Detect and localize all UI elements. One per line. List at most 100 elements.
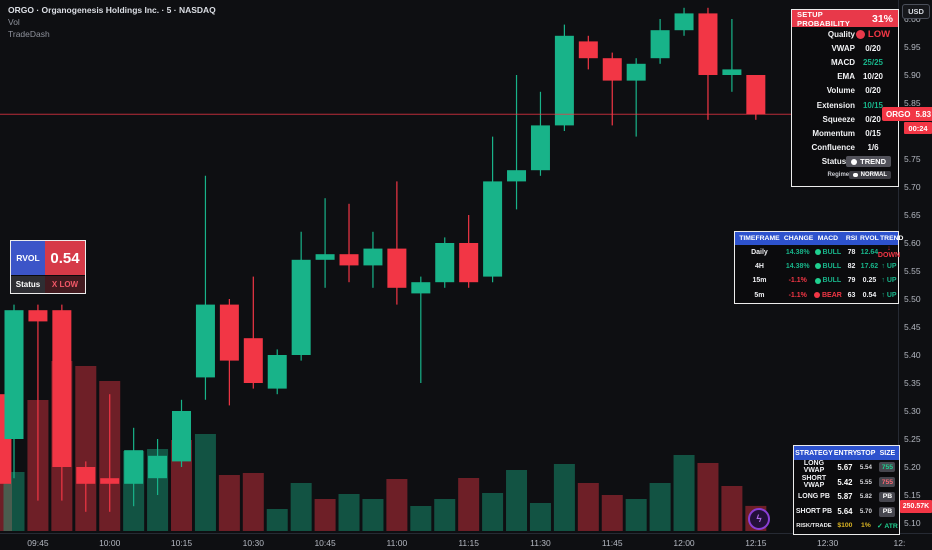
volume-bar [362,499,384,531]
candle-body [530,125,550,171]
price-axis[interactable]: 6.005.955.905.855.805.755.705.655.605.55… [899,0,932,533]
candle-body [626,63,646,81]
volume-bar [75,366,97,531]
candle-body [124,450,144,484]
price-tick-label: 5.40 [904,350,921,360]
time-axis[interactable]: 09:45 10:00 10:15 10:30 10:45 11:00 11:15 11:30… [0,534,932,550]
price-tick-label: 5.35 [904,378,921,388]
rvol-status-row: Status X LOW [11,275,85,293]
currency-toggle-button[interactable]: USD [902,4,930,19]
candle-body [387,248,407,288]
setup-row: Quality LOW [792,27,898,41]
entry-cell: 5.67 [837,462,853,472]
risk-atr: ✓ ATR [877,522,898,530]
candle-body [363,248,383,266]
setup-row-label: Momentum [812,128,855,138]
timeframe-header-cell: CHANGE [783,235,814,242]
trend-cell: ↑ UP [881,262,897,270]
volume-bar [625,499,647,531]
change-cell: -1.1% [788,291,807,299]
timeframe-header-cell: RVOL [860,235,879,242]
setup-rows: Quality LOW VWAP 0/20 MACD 25/25 EMA 10/20 Volum… [792,27,898,181]
setup-row: EMA 10/20 [792,70,898,84]
entry-cell: 5.87 [837,492,853,502]
timeframe-header-cell: MACD [817,235,839,242]
price-tick-label: 5.30 [904,406,921,416]
price-tick-label: 5.20 [904,462,921,472]
risk-percent: 1% [860,522,871,530]
rvol-value: 0.54 [45,241,85,275]
volume-bar [506,470,528,531]
legend-symbol-row[interactable]: ORGO · Organogenesis Holdings Inc. · 5 ·… [8,4,216,15]
macd-cell: BULL [812,249,845,256]
rvol-panel: RVOL 0.54 Status X LOW [10,240,86,294]
volume-bar [266,509,288,531]
setup-row-value: 25/25 [862,57,884,67]
setup-row-label: VWAP [831,43,855,53]
setup-row-value: LOW [855,29,891,40]
strategy-table-header: STRATEGY ENTRY STOP SIZE [794,446,899,460]
setup-probability-panel: SETUP PROBABILITY 31% Quality LOW VWAP 0/20… [791,9,899,187]
macd-cell: BULL [812,263,845,270]
price-tick-label: 5.90 [904,70,921,80]
trend-cell: ↑ UP [881,277,897,285]
strategy-name: LONG VWAP [803,460,825,475]
rsi-cell: 63 [847,291,856,299]
strategy-name: LONG PB [798,493,830,501]
setup-row-label: MACD [831,57,855,67]
candle-body [435,243,455,283]
strategy-table: STRATEGY ENTRY STOP SIZE LONG VWAP 5.67 5.54 7… [793,445,900,535]
setup-row: Momentum 0/15 [792,126,898,140]
time-tick-label: 12:30 [816,538,839,548]
timeframe-row: 4H 14.38% BULL 82 17.62 ↑ UP [735,259,898,273]
setup-row: Confluence 1/6 [792,141,898,155]
tradedash-logo-icon[interactable]: ϟ [748,508,770,530]
macd-dot-icon [814,277,821,284]
macd-dot-icon [814,263,821,270]
tradedash-indicator-label: TradeDash [8,28,50,39]
candle-body [4,310,24,439]
candle-body [578,41,598,59]
volume-bar [649,483,671,531]
volume-bar [338,494,360,531]
timeframe-header-cell: TREND [880,235,904,242]
volume-bar [194,434,216,531]
candle-body [483,181,503,277]
candle-body [554,35,574,126]
setup-row: Volume 0/20 [792,84,898,98]
price-tick-label: 5.75 [904,154,921,164]
timeframe-table-header: TIMEFRAME CHANGE MACD RSI RVOL TREND [735,232,904,245]
candle-body [291,259,311,355]
volume-bar [242,473,264,531]
setup-row-value: NORMAL [849,170,891,179]
price-tick-label: 5.10 [904,518,921,528]
candle-body [195,304,215,378]
candle-body [172,411,192,462]
size-cell: 755 [879,477,896,488]
legend-tradedash-row[interactable]: TradeDash [8,28,216,39]
macd-dot-icon [813,292,820,299]
setup-row-value: 0/20 [865,86,881,96]
volume-bar [529,503,551,531]
current-volume-label: 250.57K [900,500,932,513]
setup-row-value: 0/20 [865,43,881,53]
status-dot-icon [851,158,858,165]
candle-body [52,310,72,467]
price-tick-label: 5.85 [904,98,921,108]
risk-amount: $100 [837,522,853,530]
candle-body [219,304,239,361]
time-tick-label: 12:00 [673,538,695,548]
candle-body [28,310,48,322]
time-tick-label: 10:45 [314,538,336,548]
last-price-symbol: ORGO [886,109,911,119]
change-cell: -1.1% [788,277,807,285]
candle-body [339,254,359,266]
strategy-name: SHORT PB [795,508,833,516]
setup-row-label: Extension [816,100,855,110]
volume-bar [482,493,504,531]
candle-body [267,355,287,389]
legend-volume-row[interactable]: Vol [8,16,216,27]
candle-body [315,254,335,260]
macd-dot-icon [814,249,821,256]
